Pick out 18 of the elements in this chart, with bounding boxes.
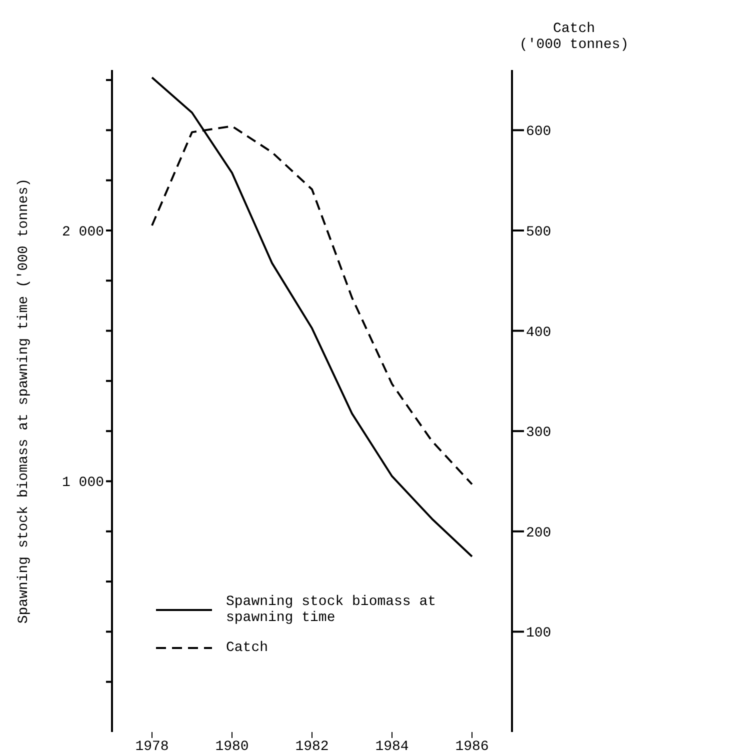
x-tick-label: 1980 bbox=[215, 738, 249, 755]
x-tick-label: 1984 bbox=[375, 738, 409, 755]
y2-tick-label: 100 bbox=[526, 626, 552, 642]
x-tick-label: 1978 bbox=[135, 738, 169, 755]
line-series bbox=[151, 76, 473, 558]
y2-tick-label: 600 bbox=[526, 124, 552, 140]
y-tick-label: 2 000 bbox=[62, 224, 104, 240]
legend-label: Catch bbox=[226, 640, 270, 656]
y2-tick-label: 300 bbox=[526, 425, 552, 442]
y2-tick-label: 500 bbox=[526, 224, 552, 240]
y2-axis-title: Catch ('000 tonnes) bbox=[519, 21, 629, 53]
y2-tick-label: 200 bbox=[526, 525, 552, 542]
x-tick-label: 1982 bbox=[295, 738, 329, 755]
y-tick-label: 1 000 bbox=[62, 475, 104, 492]
legend-label: Spawning stock biomass at spawning time bbox=[226, 594, 438, 626]
x-tick-label: 1986 bbox=[455, 738, 489, 755]
y-axis-title: Spawning stock biomass at spawning time ('000 tonnes) bbox=[16, 178, 32, 624]
y2-tick-label: 400 bbox=[526, 324, 552, 341]
